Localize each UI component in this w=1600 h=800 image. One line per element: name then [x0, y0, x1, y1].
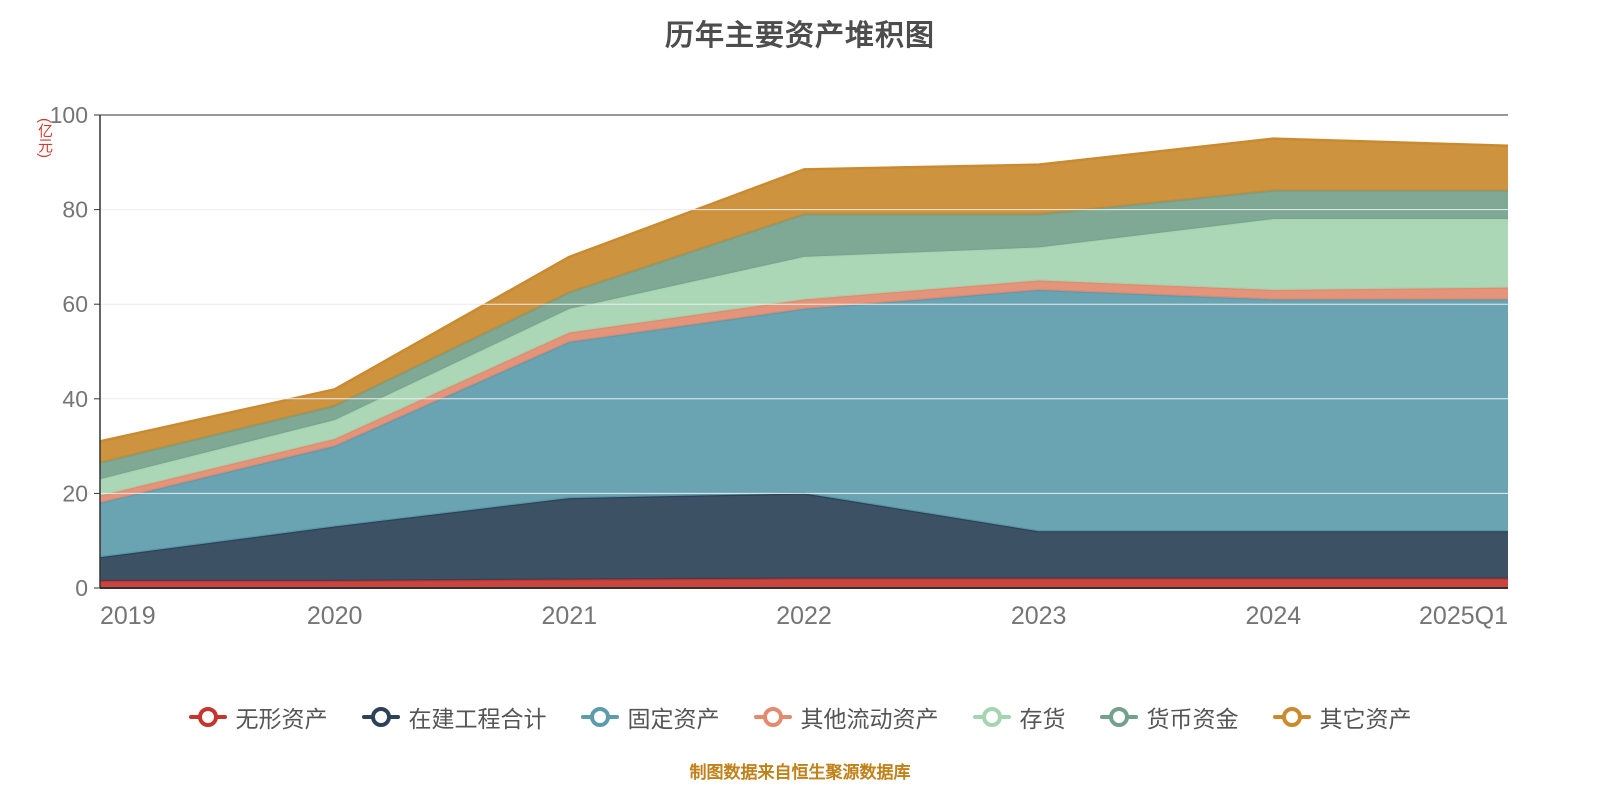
legend-item-4[interactable]: 存货 [972, 700, 1066, 734]
legend-dot-icon [197, 707, 218, 727]
chart-title: 历年主要资产堆积图 [664, 20, 935, 52]
legend-item-label: 固定资产 [627, 706, 720, 732]
legend-item-6[interactable]: 其它资产 [1272, 700, 1412, 734]
legend-dot-icon [762, 707, 783, 727]
y-tick-label-20: 20 [62, 480, 88, 506]
y-tick-label-0: 0 [75, 575, 88, 601]
legend-item-label: 存货 [1019, 706, 1066, 732]
x-tick-label-2020: 2020 [307, 602, 363, 630]
y-tick-label-40: 40 [62, 386, 88, 412]
y-tick-label-100: 100 [50, 102, 88, 128]
x-tick-label-2021: 2021 [542, 602, 598, 630]
area-series-2 [100, 290, 1508, 558]
x-tick-label-2022: 2022 [776, 602, 832, 630]
legend-marker-icon [361, 706, 400, 728]
line-series-6 [99, 137, 1509, 443]
y-axis-unit-label: (亿元) [36, 118, 53, 158]
legend-item-label: 其它资产 [1319, 706, 1412, 732]
legend-dot-icon [589, 707, 610, 727]
legend-item-label: 无形资产 [235, 706, 328, 732]
legend-item-label: 在建工程合计 [408, 706, 547, 732]
legend-item-1[interactable]: 在建工程合计 [361, 700, 547, 734]
legend-item-0[interactable]: 无形资产 [188, 700, 328, 734]
x-tick-label-2019: 2019 [100, 602, 156, 630]
legend-dot-icon [981, 707, 1002, 727]
x-tick-label-2024: 2024 [1246, 602, 1302, 630]
legend-item-label: 其他流动资产 [800, 706, 939, 732]
area-series-1 [100, 493, 1508, 581]
chart-legend: 无形资产 在建工程合计 固定资产 其他流动资产 存货 货币资金 其它资产 [0, 700, 1600, 734]
data-source-note: 制图数据来自恒生聚源数据库 [689, 763, 911, 782]
legend-marker-icon [1272, 706, 1311, 728]
legend-marker-icon [188, 706, 227, 728]
x-tick-label-2023: 2023 [1011, 602, 1067, 630]
y-tick-label-60: 60 [62, 291, 88, 317]
legend-item-label: 货币资金 [1146, 706, 1239, 732]
legend-dot-icon [1281, 707, 1302, 727]
y-tick-label-80: 80 [62, 197, 88, 223]
legend-marker-icon [753, 706, 792, 728]
x-tick-label-2025Q1: 2025Q1 [1419, 602, 1508, 630]
area-series-5 [100, 190, 1508, 480]
area-series-4 [100, 219, 1508, 496]
legend-marker-icon [972, 706, 1011, 728]
legend-marker-icon [1099, 706, 1138, 728]
legend-item-5[interactable]: 货币资金 [1099, 700, 1239, 734]
legend-dot-icon [1108, 707, 1129, 727]
legend-dot-icon [370, 707, 391, 727]
area-series-6 [100, 138, 1508, 463]
legend-marker-icon [580, 706, 619, 728]
legend-item-2[interactable]: 固定资产 [580, 700, 720, 734]
legend-item-3[interactable]: 其他流动资产 [753, 700, 939, 734]
